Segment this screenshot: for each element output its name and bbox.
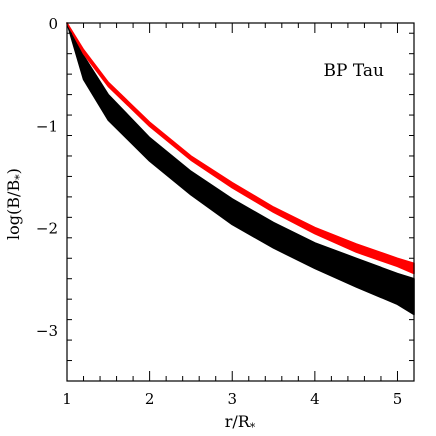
y-axis-label: log(B/B*) bbox=[4, 168, 26, 240]
x-tick-label: 2 bbox=[145, 390, 155, 408]
y-tick-label: −2 bbox=[36, 220, 58, 238]
x-axis-label-main: r/R bbox=[225, 412, 251, 431]
y-tick-label: −3 bbox=[36, 322, 58, 340]
annotation-label: BP Tau bbox=[324, 61, 384, 81]
plot-frame bbox=[66, 22, 415, 382]
x-tick-label: 1 bbox=[62, 390, 72, 408]
x-tick-label: 4 bbox=[310, 390, 320, 408]
x-axis-label: r/R* bbox=[225, 412, 256, 434]
x-tick-label: 3 bbox=[227, 390, 237, 408]
y-tick-label: 0 bbox=[48, 15, 58, 33]
x-axis-label-subscript: * bbox=[250, 421, 256, 434]
y-axis-label-main: log(B/B bbox=[4, 180, 23, 240]
x-tick-label: 5 bbox=[393, 390, 403, 408]
tick-label-group: 1 2 3 4 5 0 −1 −2 −3 bbox=[36, 15, 402, 408]
y-axis-label-close: ) bbox=[4, 168, 23, 174]
tick-group bbox=[66, 23, 415, 382]
y-tick-label: −1 bbox=[36, 117, 58, 135]
y-axis-label-subscript: * bbox=[13, 174, 26, 180]
